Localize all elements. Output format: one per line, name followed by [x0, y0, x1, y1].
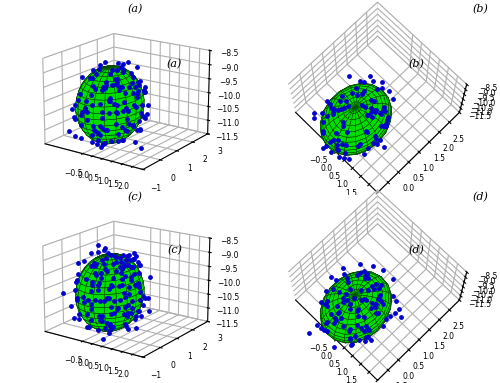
Text: (b): (b): [472, 4, 488, 14]
Text: (b): (b): [408, 59, 424, 70]
Text: (c): (c): [128, 192, 142, 202]
Text: (a): (a): [167, 59, 182, 69]
Text: (c): (c): [167, 245, 182, 255]
Text: (d): (d): [408, 245, 424, 255]
Text: (a): (a): [128, 4, 142, 14]
Text: (d): (d): [472, 192, 488, 202]
